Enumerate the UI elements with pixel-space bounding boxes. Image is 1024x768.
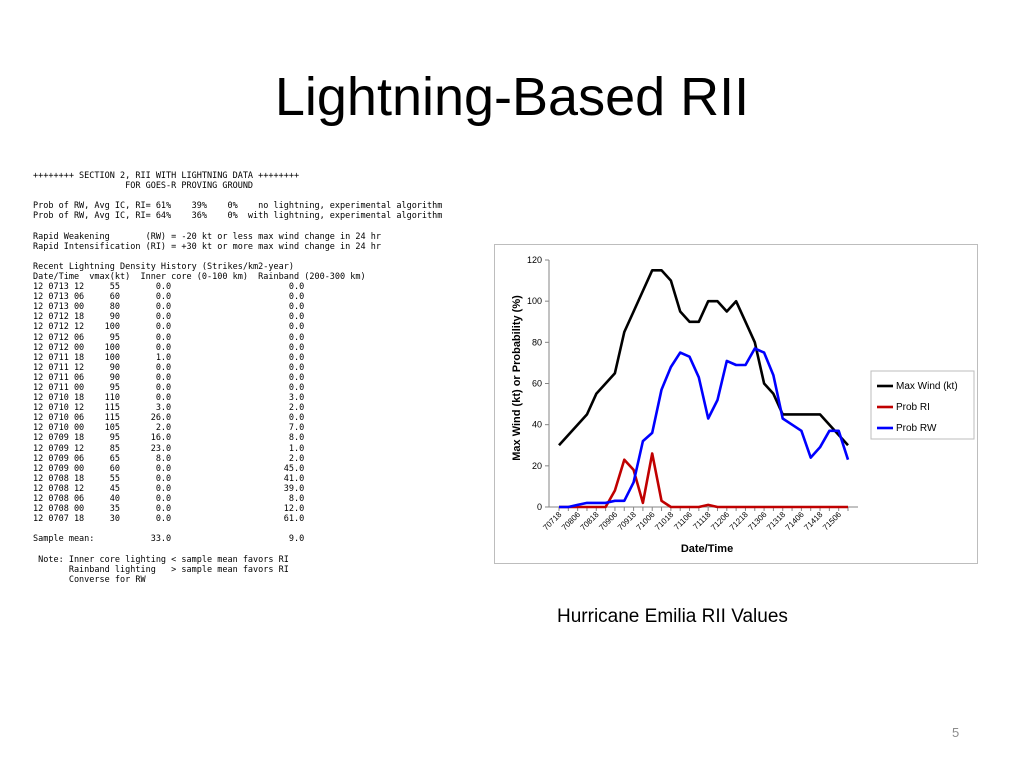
x-tick-label: 71406 <box>784 510 806 532</box>
x-tick-label: 71006 <box>635 510 657 532</box>
x-tick-label: 70806 <box>560 510 582 532</box>
y-tick-label: 0 <box>537 502 542 512</box>
y-tick-label: 60 <box>532 379 542 389</box>
x-axis: 7071870806708187090670918710067101871106… <box>541 506 858 532</box>
slide-title: Lightning-Based RII <box>274 67 750 127</box>
chart-container: 0 20 40 60 80 100 120 70718 70806 70818 70906 7091… <box>494 244 978 564</box>
x-tick-label: 70918 <box>616 510 638 532</box>
series-line-0 <box>558 268 849 447</box>
legend-label: Prob RI <box>896 402 930 413</box>
x-tick-label: 70718 <box>541 510 563 532</box>
y-tick-label: 80 <box>532 337 542 347</box>
x-tick-label: 71306 <box>746 510 768 532</box>
legend-label: Max Wind (kt) <box>896 381 958 392</box>
x-tick-label: 71018 <box>653 510 675 532</box>
y-tick-label: 20 <box>532 461 542 471</box>
legend: Max Wind (kt) Prob RI Prob RW <box>870 370 975 440</box>
legend-label: Prob RW <box>896 423 937 434</box>
y-tick-label: 120 <box>527 255 542 265</box>
x-tick-label: 70818 <box>579 510 601 532</box>
y-tick-label: 40 <box>532 420 542 430</box>
line-chart: 0 20 40 60 80 100 120 707187080670818709067091… <box>511 255 975 555</box>
x-tick-label: 71118 <box>691 510 713 532</box>
x-tick-label: 71206 <box>709 510 731 532</box>
x-tick-label: 71218 <box>728 510 750 532</box>
rii-text-report: ++++++++ SECTION 2, RII WITH LIGHTNING D… <box>33 171 443 585</box>
x-tick-label: 71506 <box>821 510 843 532</box>
x-tick-label: 71106 <box>672 510 694 532</box>
series-lines <box>558 268 850 509</box>
series-line-2 <box>559 347 850 509</box>
x-axis-label: Date/Time <box>681 543 733 555</box>
page-number: 5 <box>952 725 960 740</box>
x-tick-label: 71318 <box>765 510 787 532</box>
x-tick-label: 71418 <box>802 510 824 532</box>
y-axis: 0 20 40 60 80 100 120 <box>527 255 550 512</box>
chart-caption: Hurricane Emilia RII Values <box>557 606 788 627</box>
y-axis-label: Max Wind (kt) or Probability (%) <box>511 295 523 461</box>
series-line-1 <box>559 452 848 509</box>
x-tick-label: 70906 <box>597 510 619 532</box>
y-tick-label: 100 <box>527 296 542 306</box>
